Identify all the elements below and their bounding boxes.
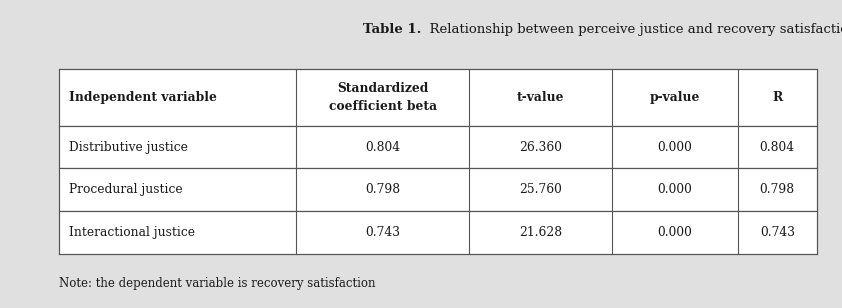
Text: Procedural justice: Procedural justice <box>69 183 183 197</box>
Text: 0.804: 0.804 <box>365 140 400 154</box>
Text: Distributive justice: Distributive justice <box>69 140 188 154</box>
Text: 26.360: 26.360 <box>519 140 562 154</box>
Text: 0.798: 0.798 <box>365 183 400 197</box>
Text: 0.743: 0.743 <box>365 226 400 239</box>
Text: t-value: t-value <box>517 91 564 104</box>
Text: Relationship between perceive justice and recovery satisfaction.: Relationship between perceive justice an… <box>421 23 842 36</box>
Text: Interactional justice: Interactional justice <box>69 226 195 239</box>
Text: Independent variable: Independent variable <box>69 91 217 104</box>
Text: R: R <box>772 91 782 104</box>
Text: 0.804: 0.804 <box>759 140 795 154</box>
Text: 0.743: 0.743 <box>759 226 795 239</box>
Text: 0.000: 0.000 <box>658 183 692 197</box>
Text: p-value: p-value <box>649 91 700 104</box>
Text: 0.798: 0.798 <box>759 183 795 197</box>
Text: Standardized
coefficient beta: Standardized coefficient beta <box>328 82 437 113</box>
Text: 0.000: 0.000 <box>658 140 692 154</box>
Text: 25.760: 25.760 <box>519 183 562 197</box>
Text: Note: the dependent variable is recovery satisfaction: Note: the dependent variable is recovery… <box>59 277 376 290</box>
Text: 21.628: 21.628 <box>519 226 562 239</box>
Text: 0.000: 0.000 <box>658 226 692 239</box>
Text: Table 1.: Table 1. <box>363 23 421 36</box>
